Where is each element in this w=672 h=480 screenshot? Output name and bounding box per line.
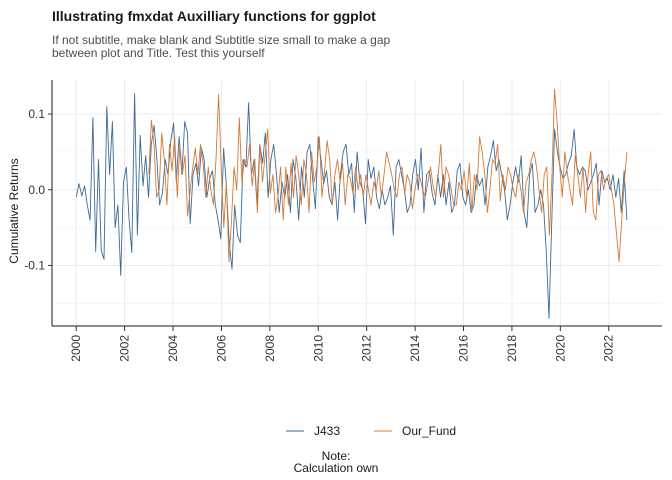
x-tick-label: 2022 xyxy=(602,335,616,362)
chart-subtitle-line: between plot and Title. Test this yourse… xyxy=(52,46,265,60)
chart-title: Illustrating fmxdat Auxilliary functions… xyxy=(52,8,376,24)
series-line-our-fund xyxy=(148,88,628,263)
x-tick-label: 2010 xyxy=(311,335,325,362)
legend-label: J433 xyxy=(314,424,340,438)
y-tick-label: 0.0 xyxy=(28,183,45,197)
x-tick-label: 2008 xyxy=(263,335,277,362)
x-tick-label: 2002 xyxy=(118,335,132,362)
x-tick-label: 2020 xyxy=(553,335,567,362)
y-tick-label: 0.1 xyxy=(28,107,45,121)
chart-subtitle: If not subtitle, make blank and Subtitle… xyxy=(52,34,452,60)
legend-label: Our_Fund xyxy=(402,424,456,438)
x-tick-label: 2004 xyxy=(166,335,180,362)
caption-note: Note: xyxy=(321,449,351,463)
x-tick-label: 2014 xyxy=(408,335,422,362)
chart-subtitle-line: If not subtitle, make blank and Subtitle… xyxy=(52,33,391,47)
caption-source: Calculation own xyxy=(293,461,379,475)
series-line-j433 xyxy=(75,93,628,319)
x-tick-label: 2012 xyxy=(360,335,374,362)
x-tick-label: 2018 xyxy=(505,335,519,362)
x-tick-label: 2006 xyxy=(214,335,228,362)
x-tick-label: 2000 xyxy=(69,335,83,362)
y-tick-label: -0.1 xyxy=(24,258,45,272)
y-axis-label: Cumulative Returns xyxy=(7,158,21,263)
x-tick-label: 2016 xyxy=(457,335,471,362)
